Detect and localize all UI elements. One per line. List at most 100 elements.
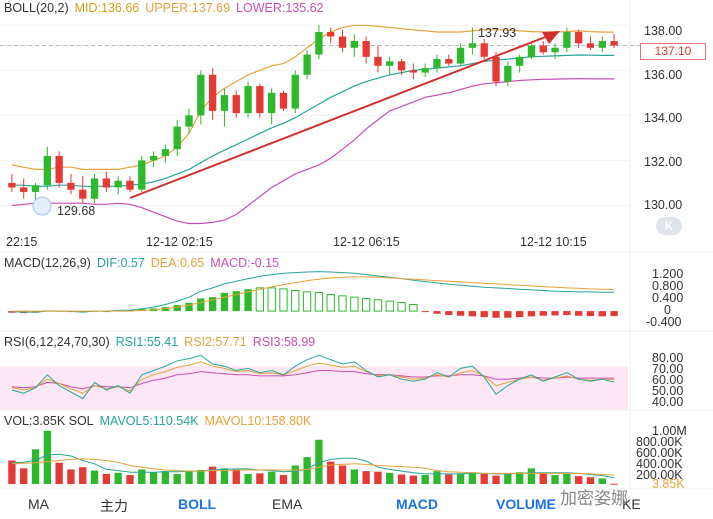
volume-bar xyxy=(504,473,512,484)
tab-ema[interactable]: EMA xyxy=(272,496,303,512)
boll-mid-value: MID:136.66 xyxy=(74,1,140,15)
candle-body xyxy=(173,126,181,150)
candle-body xyxy=(492,56,500,82)
mavol10-value: MAVOL10:158.80K xyxy=(204,414,312,428)
k-toggle-button[interactable]: K xyxy=(656,217,682,235)
volume-bar xyxy=(374,471,382,484)
macd-dea-value: DEA:0.65 xyxy=(150,256,205,270)
macd-tick: 0.800 xyxy=(652,279,684,293)
chart-canvas[interactable] xyxy=(0,0,713,492)
macd-histogram-bar xyxy=(527,311,536,317)
candle-body xyxy=(20,187,28,192)
volume-bar xyxy=(232,469,240,484)
volume-bar xyxy=(468,472,477,484)
candle-body xyxy=(244,86,252,114)
mavol10-line xyxy=(11,458,615,476)
volume-bar xyxy=(551,475,559,484)
candle-body xyxy=(208,74,217,111)
current-price-tag: 137.10 xyxy=(640,43,706,60)
macd-histogram-bar xyxy=(610,311,618,317)
macd-histogram-bar xyxy=(409,303,418,312)
tab-ke[interactable]: KE xyxy=(622,496,641,512)
volume-bar xyxy=(563,473,571,484)
macd-histogram-bar xyxy=(220,292,229,312)
price-tick: 134.00 xyxy=(644,111,683,125)
volume-bar xyxy=(20,468,28,484)
volume-bar xyxy=(421,475,429,484)
volume-bar xyxy=(327,461,335,484)
volume-bar xyxy=(409,475,418,484)
price-tick: 136.00 xyxy=(644,68,683,82)
boll-lower-line xyxy=(11,78,615,225)
indicator-tab-bar: MA 主力 BOLL EMA MACD VOLUME KE xyxy=(0,492,713,519)
volume-bar xyxy=(138,469,146,484)
tab-main-force[interactable]: 主力 xyxy=(100,498,128,514)
candle-body xyxy=(610,41,618,46)
macd-histogram-bar xyxy=(385,300,394,312)
candle-body xyxy=(374,56,382,66)
macd-histogram-bar xyxy=(185,302,193,312)
volume-bar xyxy=(79,467,87,484)
candle-body xyxy=(551,47,559,53)
volume-bar xyxy=(220,468,229,484)
tab-ma[interactable]: MA xyxy=(28,496,49,512)
boll-title: BOLL(20,2) xyxy=(4,1,69,15)
volume-bar xyxy=(598,478,606,484)
candle-body xyxy=(468,43,477,48)
candle-body xyxy=(161,149,170,156)
macd-histogram-bar xyxy=(208,297,217,312)
volume-bar xyxy=(575,476,583,484)
candle-body xyxy=(539,45,547,53)
volume-bar xyxy=(31,449,40,484)
macd-histogram-bar xyxy=(291,290,300,312)
tab-macd[interactable]: MACD xyxy=(396,496,438,512)
price-tick: 138.00 xyxy=(644,24,683,38)
volume-bar xyxy=(114,472,122,484)
volume-bar xyxy=(161,471,170,484)
candle-body xyxy=(362,41,370,57)
rsi3-value: RSI3:58.99 xyxy=(252,335,316,349)
volume-bar xyxy=(315,439,323,484)
candle-body xyxy=(8,182,16,188)
candle-body xyxy=(197,74,205,116)
boll-mid-line xyxy=(11,54,615,187)
macd-histogram-bar xyxy=(539,311,547,316)
volume-bar xyxy=(291,465,299,484)
candle-body xyxy=(138,160,146,190)
macd-dif-line xyxy=(11,271,615,313)
time-tick: 12-12 10:15 xyxy=(520,235,587,249)
boll-upper-value: UPPER:137.69 xyxy=(145,1,231,15)
volume-tick: 800.00K xyxy=(636,435,683,449)
volume-bar xyxy=(185,470,193,484)
macd-histogram-bar xyxy=(586,311,595,317)
volume-bar xyxy=(445,474,453,484)
tab-boll[interactable]: BOLL xyxy=(178,496,217,512)
volume-current-tick: 3.85K xyxy=(652,477,685,491)
rsi-tick: 50.00 xyxy=(652,384,684,398)
rsi-band xyxy=(0,366,628,410)
price-tick: 132.00 xyxy=(644,155,683,169)
candle-body xyxy=(55,155,63,183)
candle-body xyxy=(397,61,406,71)
macd-histogram-bar xyxy=(173,305,181,312)
rsi1-value: RSI1:55.41 xyxy=(115,335,179,349)
boll-upper-line xyxy=(11,24,615,170)
tab-volume[interactable]: VOLUME xyxy=(496,496,556,512)
macd-histogram-bar xyxy=(244,289,252,312)
macd-histogram-bar xyxy=(468,311,477,317)
volume-bar xyxy=(303,457,311,484)
macd-histogram-bar xyxy=(456,311,465,316)
candle-body xyxy=(456,47,465,64)
macd-histogram-bar xyxy=(575,311,583,316)
rsi-tick: 40.00 xyxy=(652,395,684,409)
rsi-header: RSI(6,12,24,70,30) RSI1:55.41 RSI2:57.71 RS… xyxy=(4,335,321,349)
candle-body xyxy=(586,43,595,48)
volume-bar xyxy=(268,471,276,484)
candle-body xyxy=(575,32,583,44)
trend-arrow-line xyxy=(129,35,549,199)
macd-histogram-bar xyxy=(255,287,265,312)
volume-bar xyxy=(55,462,63,484)
volume-bar xyxy=(362,471,370,484)
candle-body xyxy=(315,32,323,55)
mavol5-line xyxy=(11,453,615,479)
